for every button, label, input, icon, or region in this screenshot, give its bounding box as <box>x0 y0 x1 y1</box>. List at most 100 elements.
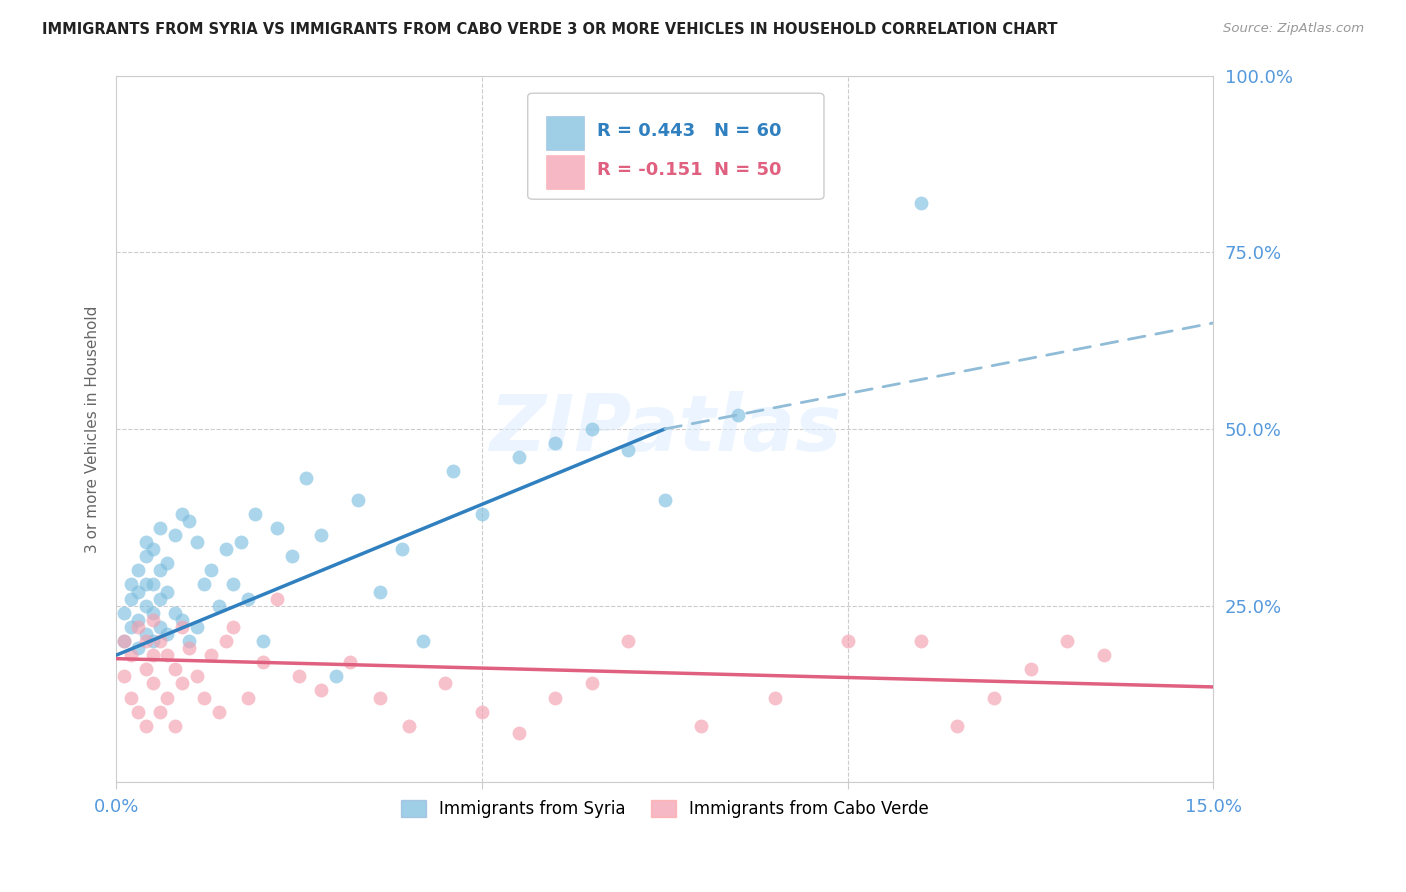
Point <box>983 690 1005 705</box>
Point <box>200 563 222 577</box>
FancyBboxPatch shape <box>547 116 583 150</box>
Point <box>112 606 135 620</box>
Point <box>127 705 149 719</box>
Point <box>727 408 749 422</box>
Point <box>398 719 420 733</box>
Point <box>112 634 135 648</box>
Point <box>172 613 194 627</box>
Point <box>163 606 186 620</box>
Point <box>179 634 201 648</box>
Legend: Immigrants from Syria, Immigrants from Cabo Verde: Immigrants from Syria, Immigrants from C… <box>394 793 935 825</box>
Point <box>142 676 165 690</box>
Point <box>156 584 179 599</box>
Point <box>120 620 142 634</box>
Point <box>208 705 231 719</box>
Point <box>142 634 165 648</box>
Point <box>120 690 142 705</box>
Point <box>120 577 142 591</box>
Text: ZIPatlas: ZIPatlas <box>489 391 841 467</box>
Point <box>654 492 676 507</box>
Point <box>135 549 157 564</box>
Point <box>208 599 231 613</box>
Point <box>112 634 135 648</box>
Point <box>368 690 391 705</box>
Point <box>309 683 332 698</box>
Point <box>127 613 149 627</box>
Point <box>142 613 165 627</box>
Point <box>266 591 288 606</box>
Point <box>581 422 603 436</box>
Point <box>156 627 179 641</box>
Point <box>236 591 259 606</box>
Point <box>581 676 603 690</box>
Point <box>236 690 259 705</box>
Point <box>910 195 932 210</box>
Point <box>295 471 318 485</box>
Point <box>222 577 245 591</box>
Point <box>127 563 149 577</box>
Point <box>172 507 194 521</box>
Point <box>544 690 567 705</box>
Point <box>391 542 413 557</box>
Text: Source: ZipAtlas.com: Source: ZipAtlas.com <box>1223 22 1364 36</box>
Point <box>346 492 368 507</box>
Point <box>193 690 215 705</box>
Point <box>163 662 186 676</box>
Point <box>946 719 969 733</box>
FancyBboxPatch shape <box>547 154 583 188</box>
Point <box>142 577 165 591</box>
Point <box>252 655 274 669</box>
FancyBboxPatch shape <box>527 93 824 199</box>
Point <box>142 606 165 620</box>
Point <box>193 577 215 591</box>
Point <box>544 436 567 450</box>
Point <box>179 514 201 528</box>
Point <box>127 584 149 599</box>
Point <box>215 634 238 648</box>
Point <box>149 620 172 634</box>
Point <box>837 634 859 648</box>
Point <box>135 599 157 613</box>
Point <box>149 634 172 648</box>
Point <box>135 627 157 641</box>
Point <box>186 620 208 634</box>
Point <box>149 591 172 606</box>
Point <box>135 634 157 648</box>
Point <box>441 464 464 478</box>
Point <box>910 634 932 648</box>
Point <box>690 719 713 733</box>
Point <box>112 669 135 683</box>
Point <box>142 648 165 662</box>
Point <box>508 726 530 740</box>
Point <box>617 634 640 648</box>
Point <box>763 690 786 705</box>
Point <box>325 669 347 683</box>
Point <box>309 528 332 542</box>
Point <box>120 591 142 606</box>
Point <box>127 620 149 634</box>
Point <box>215 542 238 557</box>
Point <box>245 507 267 521</box>
Point <box>1019 662 1042 676</box>
Point <box>434 676 457 690</box>
Point <box>508 450 530 465</box>
Point <box>135 719 157 733</box>
Point <box>471 705 494 719</box>
Point <box>156 690 179 705</box>
Point <box>149 563 172 577</box>
Text: R = 0.443: R = 0.443 <box>596 121 695 140</box>
Point <box>222 620 245 634</box>
Point <box>163 719 186 733</box>
Point <box>135 577 157 591</box>
Text: R = -0.151: R = -0.151 <box>596 161 703 179</box>
Point <box>156 648 179 662</box>
Point <box>186 669 208 683</box>
Point <box>156 556 179 570</box>
Y-axis label: 3 or more Vehicles in Household: 3 or more Vehicles in Household <box>86 305 100 553</box>
Point <box>135 535 157 549</box>
Point <box>127 641 149 656</box>
Text: N = 60: N = 60 <box>714 121 782 140</box>
Point <box>412 634 434 648</box>
Point <box>471 507 494 521</box>
Point <box>172 676 194 690</box>
